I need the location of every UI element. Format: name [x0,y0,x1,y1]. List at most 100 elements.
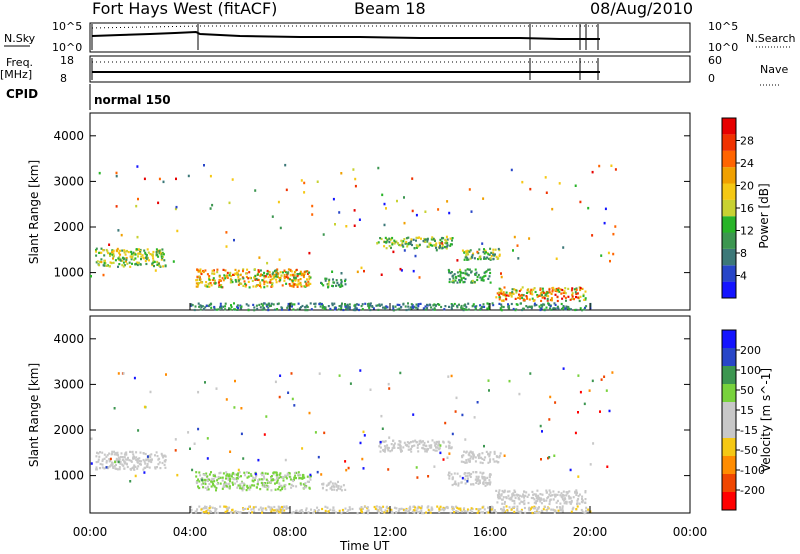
data-cell [402,245,405,248]
data-cell [407,445,410,448]
data-cell [321,306,324,309]
data-cell [164,466,167,469]
data-cell [221,487,224,490]
data-cell [583,308,586,311]
data-cell [106,250,109,253]
sparse-cell [196,275,199,279]
data-cell [377,241,380,244]
data-cell [574,291,577,294]
data-cell [399,445,402,448]
nave-tick-top: 60 [708,54,722,67]
sparse-cell [583,402,586,406]
data-cell [400,450,402,453]
data-cell [252,480,255,483]
sparse-cell [591,234,594,237]
sparse-cell [193,442,196,445]
data-cell [261,308,264,311]
data-cell [420,505,423,508]
data-cell [489,483,491,486]
data-cell [513,505,516,508]
sparse-cell [191,468,194,472]
data-cell [255,277,258,281]
data-cell [273,505,276,509]
data-cell [121,249,124,252]
data-cell [552,498,555,501]
data-cell [126,458,129,461]
data-cell [208,275,211,278]
data-cell [142,452,145,455]
data-cell [258,270,260,273]
data-cell [267,275,270,279]
sparse-cell [290,372,293,375]
data-cell [243,474,246,477]
sparse-cell [277,200,280,204]
power-colorbar-label: Power [dB] [757,183,771,248]
data-cell [365,510,368,513]
data-cell [451,303,454,307]
sparse-cell [117,460,120,464]
data-cell [261,510,264,513]
data-cell [99,451,101,454]
data-cell [118,466,121,469]
data-cell [272,271,275,274]
data-cell [540,502,543,505]
data-cell [122,261,125,264]
data-cell [533,501,536,504]
data-cell [123,249,126,252]
data-cell [465,308,468,311]
sparse-cell [439,444,442,447]
data-cell [195,475,198,478]
data-cell [473,280,476,284]
sparse-cell [356,270,359,274]
data-cell [284,483,287,487]
data-cell [146,256,149,259]
data-cell [248,286,251,289]
data-cell [406,245,409,248]
data-cell [302,483,305,486]
data-cell [566,491,569,494]
data-cell [543,303,546,306]
data-cell [100,258,103,261]
data-cell [272,473,275,476]
data-cell [460,304,463,308]
data-cell [543,308,546,311]
data-cell [283,509,286,512]
sparse-cell [263,433,266,436]
data-cell [487,277,490,280]
data-cell [479,276,482,279]
data-cell [328,482,331,485]
data-cell [422,512,425,515]
data-cell [554,510,557,513]
data-cell [228,274,231,277]
data-cell [488,307,491,310]
data-cell [293,273,296,276]
data-cell [523,490,525,493]
data-cell [234,511,237,514]
sparse-cell [289,273,292,277]
data-cell [293,270,296,274]
data-cell [542,508,545,511]
data-cell [492,251,495,254]
data-cell [520,508,523,511]
data-cell [459,275,462,278]
data-cell [498,298,501,301]
data-cell [293,478,295,481]
data-cell [332,506,335,509]
data-cell [158,264,161,267]
data-cell [534,511,536,514]
data-cell [202,486,205,489]
data-cell [262,507,264,510]
data-cell [235,280,238,283]
data-cell [530,307,533,310]
data-cell [155,248,158,251]
data-cell [137,458,140,461]
sparse-cell [579,200,582,204]
data-cell [379,450,382,453]
data-cell [417,450,420,453]
data-cell [142,458,145,462]
data-cell [243,484,246,487]
data-cell [560,292,563,295]
data-cell [545,489,548,492]
colorbar-swatch [722,474,736,492]
data-cell [124,453,127,456]
